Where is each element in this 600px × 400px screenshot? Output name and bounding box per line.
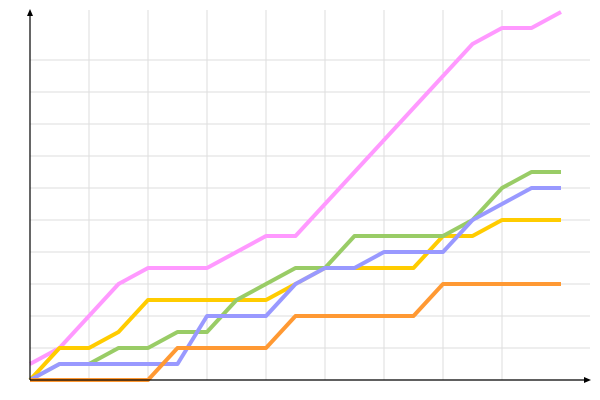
axes	[27, 9, 591, 383]
series-line-3	[29, 170, 561, 382]
grid	[30, 10, 590, 380]
series-line-4	[29, 186, 561, 382]
series-line-2	[28, 218, 561, 382]
y-axis-arrow-icon	[27, 9, 33, 16]
series-line-1	[29, 10, 562, 366]
series-group	[28, 10, 562, 382]
x-axis-arrow-icon	[584, 377, 591, 383]
